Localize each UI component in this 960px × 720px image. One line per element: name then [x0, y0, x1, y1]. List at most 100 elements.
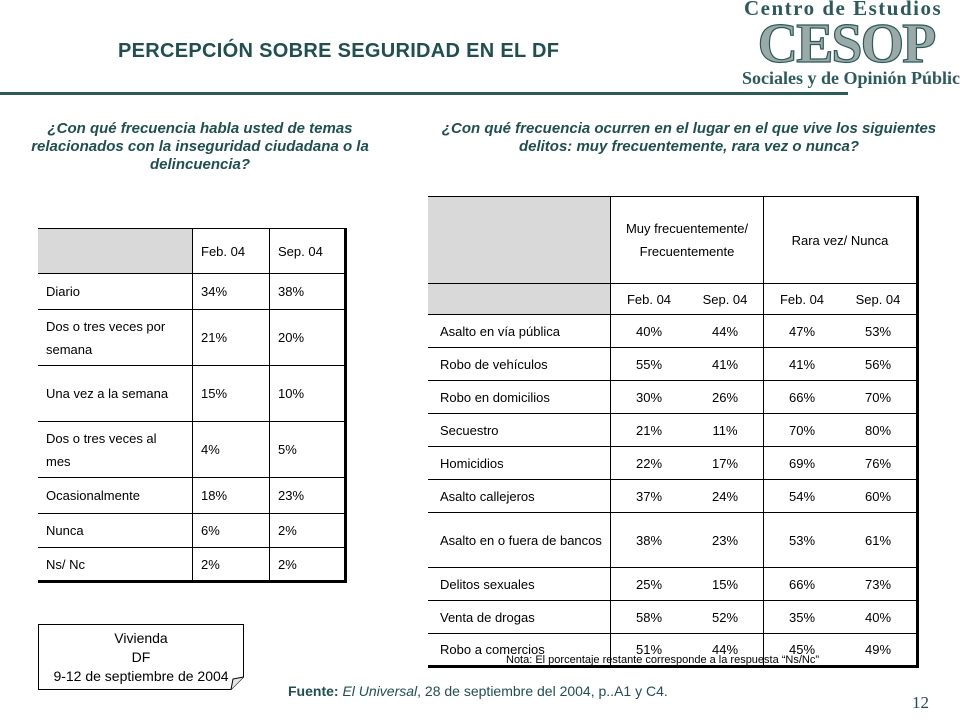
cell-value: 2%	[192, 547, 270, 582]
cell-value: 22%	[610, 446, 687, 480]
cell-value: 70%	[763, 413, 840, 447]
cell-value: 38%	[610, 512, 687, 568]
cell-value: 23%	[687, 512, 764, 568]
table-row: Dos o tres veces al mes 4% 5%	[38, 421, 346, 478]
cell-value: 70%	[840, 380, 918, 414]
column-header: Sep. 04	[840, 283, 918, 315]
row-label: Homicidios	[428, 446, 611, 480]
header-blank-cell	[428, 283, 611, 315]
row-label: Diario	[38, 273, 193, 310]
source-label: Fuente:	[288, 683, 339, 699]
row-label: Delitos sexuales	[428, 567, 611, 601]
cell-value: 47%	[763, 314, 840, 348]
row-label: Una vez a la semana	[38, 365, 193, 422]
row-label: Robo a comercios	[428, 633, 611, 667]
cell-value: 73%	[840, 567, 918, 601]
row-label: Ns/ Nc	[38, 547, 193, 582]
table-row: Nunca 6% 2%	[38, 513, 346, 548]
cell-value: 10%	[269, 365, 346, 422]
cell-value: 52%	[687, 600, 764, 634]
cell-value: 61%	[840, 512, 918, 568]
source-citation: Fuente: El Universal, 28 de septiembre d…	[288, 683, 668, 699]
cell-value: 41%	[687, 347, 764, 381]
cell-value: 45%	[763, 633, 840, 667]
card-outline-icon	[38, 624, 244, 690]
cell-value: 55%	[610, 347, 687, 381]
cell-value: 51%	[610, 633, 687, 667]
row-label: Venta de drogas	[428, 600, 611, 634]
table-row: Secuestro 21% 11% 70% 80%	[428, 413, 918, 447]
left-question: ¿Con qué frecuencia habla usted de temas…	[31, 120, 369, 173]
table-row: Diario 34% 38%	[38, 273, 346, 310]
header-divider	[0, 92, 848, 95]
cesop-logo-mark: CESOP	[740, 16, 952, 68]
cell-value: 23%	[269, 477, 346, 514]
row-label: Secuestro	[428, 413, 611, 447]
cell-value: 56%	[840, 347, 918, 381]
row-label: Asalto en vía pública	[428, 314, 611, 348]
table-note: Nota: El porcentaje restante corresponde…	[506, 654, 820, 666]
row-label: Robo en domicilios	[428, 380, 611, 414]
row-label: Robo de vehículos	[428, 347, 611, 381]
cell-value: 35%	[763, 600, 840, 634]
table-header-row: Feb. 04 Sep. 04	[38, 228, 346, 274]
cell-value: 15%	[192, 365, 270, 422]
row-label: Nunca	[38, 513, 193, 548]
cell-value: 60%	[840, 479, 918, 513]
page-title: PERCEPCIÓN SOBRE SEGURIDAD EN EL DF	[118, 40, 560, 62]
group-header: Rara vez/ Nunca	[763, 196, 918, 284]
cell-value: 20%	[269, 309, 346, 366]
logo-line-1: Centro de Estudios	[744, 0, 943, 20]
card-line-3: 9-12 de septiembre de 2004	[53, 668, 229, 684]
cell-value: 5%	[269, 421, 346, 478]
cell-value: 69%	[763, 446, 840, 480]
logo-line-2: Sociales y de Opinión Pública	[742, 68, 960, 88]
cell-value: 34%	[192, 273, 270, 310]
cesop-logo: Centro de Estudios CESOP Sociales y de O…	[736, 0, 960, 96]
cell-value: 6%	[192, 513, 270, 548]
cell-value: 49%	[840, 633, 918, 667]
source-detail: , 28 de septiembre del 2004, p..A1 y C4.	[417, 683, 668, 699]
table-row: Homicidios 22% 17% 69% 76%	[428, 446, 918, 480]
table-row: Asalto en o fuera de bancos 38% 23% 53% …	[428, 512, 918, 568]
cell-value: 26%	[687, 380, 764, 414]
column-header: Feb. 04	[763, 283, 840, 315]
cell-value: 54%	[763, 479, 840, 513]
table-row: Una vez a la semana 15% 10%	[38, 365, 346, 422]
cell-value: 38%	[269, 273, 346, 310]
column-header: Feb. 04	[192, 228, 270, 274]
card-line-2: DF	[131, 649, 151, 665]
cell-value: 53%	[840, 314, 918, 348]
column-header-row: Feb. 04 Sep. 04 Feb. 04 Sep. 04	[428, 283, 918, 315]
table-row: Robo de vehículos 55% 41% 41% 56%	[428, 347, 918, 381]
cell-value: 41%	[763, 347, 840, 381]
row-label: Asalto en o fuera de bancos	[428, 512, 611, 568]
cell-value: 24%	[687, 479, 764, 513]
card-line-1: Vivienda	[114, 630, 168, 646]
cell-value: 40%	[610, 314, 687, 348]
cell-value: 21%	[610, 413, 687, 447]
cell-value: 40%	[840, 600, 918, 634]
cell-value: 2%	[269, 513, 346, 548]
cell-value: 44%	[687, 633, 764, 667]
cell-value: 66%	[763, 567, 840, 601]
logo-mark-text: CESOP	[758, 16, 935, 68]
header-blank-cell	[428, 196, 611, 284]
cell-value: 2%	[269, 547, 346, 582]
column-header: Sep. 04	[687, 283, 764, 315]
cell-value: 4%	[192, 421, 270, 478]
frequency-talk-table: Feb. 04 Sep. 04 Diario 34% 38% Dos o tre…	[38, 228, 347, 583]
group-header-row: Muy frecuentemente/ Frecuentemente Rara …	[428, 196, 918, 284]
table-row: Ocasionalmente 18% 23%	[38, 477, 346, 514]
table-row: Asalto callejeros 37% 24% 54% 60%	[428, 479, 918, 513]
cell-value: 44%	[687, 314, 764, 348]
cell-value: 58%	[610, 600, 687, 634]
cell-value: 30%	[610, 380, 687, 414]
right-question: ¿Con qué frecuencia ocurren en el lugar …	[441, 120, 937, 155]
source-publication: El Universal	[342, 683, 418, 699]
cell-value: 80%	[840, 413, 918, 447]
table-row: Dos o tres veces por semana 21% 20%	[38, 309, 346, 366]
cell-value: 76%	[840, 446, 918, 480]
crime-frequency-table: Muy frecuentemente/ Frecuentemente Rara …	[428, 196, 919, 668]
header-blank-cell	[38, 228, 193, 274]
